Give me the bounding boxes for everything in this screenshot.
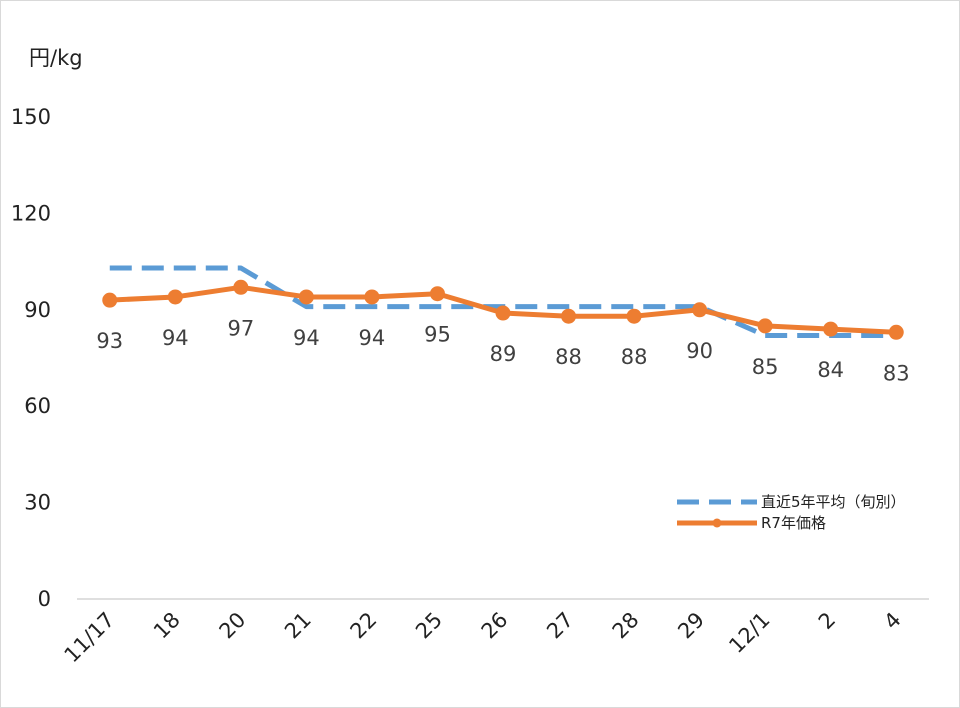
- y-tick-labels: 0 30 60 90 120 150: [11, 105, 51, 611]
- data-label: 89: [490, 342, 517, 366]
- data-point: [495, 305, 511, 321]
- x-tick-label: 2: [814, 608, 840, 634]
- data-point: [298, 289, 314, 305]
- data-point: [692, 302, 708, 318]
- data-point: [888, 324, 904, 340]
- data-point: [626, 308, 642, 324]
- data-point: [757, 318, 773, 334]
- x-tick-label: 18: [149, 608, 185, 644]
- data-label: 93: [96, 329, 123, 353]
- y-tick-label: 90: [24, 298, 51, 322]
- data-label: 84: [817, 358, 844, 382]
- x-tick-label: 21: [280, 608, 316, 644]
- y-tick-label: 30: [24, 491, 51, 515]
- legend-label: 直近5年平均（旬別）: [761, 493, 906, 511]
- data-label: 90: [686, 339, 713, 363]
- x-tick-label: 27: [542, 608, 578, 644]
- data-point: [364, 289, 380, 305]
- y-axis-unit-label: 円/kg: [29, 46, 83, 70]
- data-label: 83: [883, 361, 910, 385]
- x-tick-label: 25: [411, 608, 447, 644]
- data-point: [561, 308, 577, 324]
- data-point: [233, 279, 249, 295]
- y-tick-label: 120: [11, 201, 51, 225]
- data-point: [823, 321, 839, 337]
- series-layer: 93 94 97 94 94 95 89 88 88 90 85 84 83: [96, 265, 910, 385]
- data-label: 85: [752, 355, 779, 379]
- x-tick-label: 28: [608, 608, 644, 644]
- y-tick-label: 150: [11, 105, 51, 129]
- x-tick-label: 22: [346, 608, 382, 644]
- data-point: [102, 292, 118, 308]
- legend-marker: [712, 518, 722, 528]
- data-label: 88: [555, 345, 582, 369]
- y-tick-label: 60: [24, 394, 51, 418]
- x-tick-label: 12/1: [724, 608, 774, 658]
- data-point: [429, 286, 445, 302]
- y-tick-label: 0: [38, 587, 51, 611]
- x-tick-label: 29: [673, 608, 709, 644]
- legend: 直近5年平均（旬別） R7年価格: [677, 493, 906, 532]
- x-tick-label: 4: [879, 608, 905, 634]
- x-tick-label: 26: [477, 608, 513, 644]
- data-label: 95: [424, 323, 451, 347]
- x-tick-labels: 11/17 18 20 21 22 25 26 27 28 29 12/1 2 4: [60, 608, 906, 668]
- legend-label: R7年価格: [761, 514, 826, 532]
- data-point: [167, 289, 183, 305]
- x-tick-label: 11/17: [60, 608, 120, 668]
- data-label: 97: [227, 316, 254, 340]
- data-label: 88: [621, 345, 648, 369]
- data-label: 94: [162, 326, 189, 350]
- data-label: 94: [359, 326, 386, 350]
- data-label: 94: [293, 326, 320, 350]
- x-tick-label: 20: [215, 608, 251, 644]
